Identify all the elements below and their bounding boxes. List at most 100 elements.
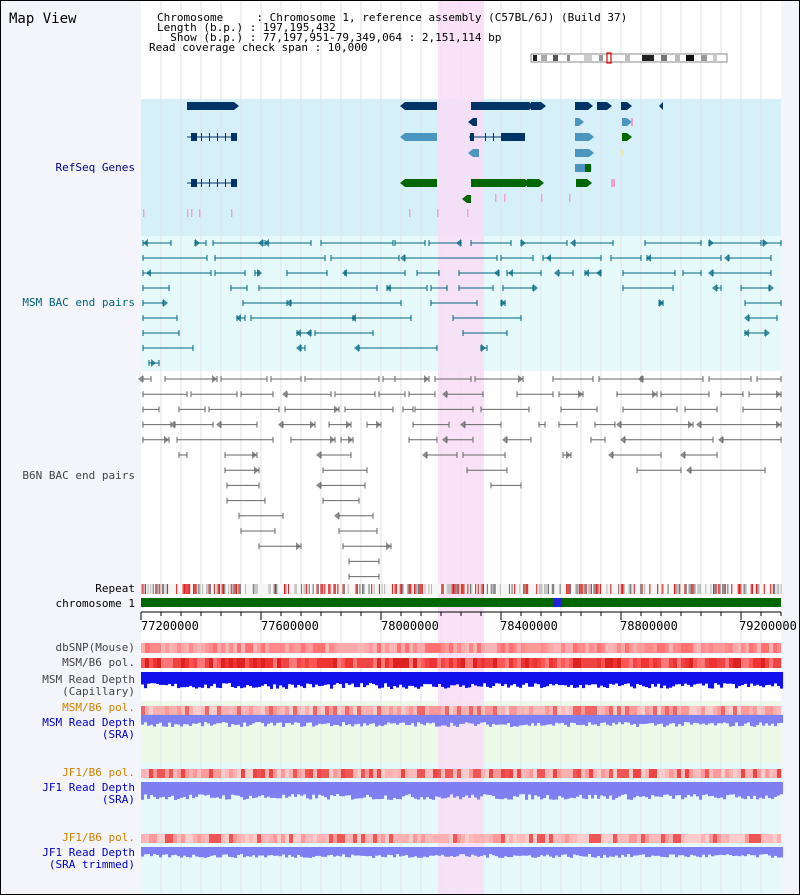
polymorphism-heat-cell xyxy=(241,706,246,715)
track-label-refseq-genes[interactable]: RefSeq Genes xyxy=(55,161,135,174)
repeat-element xyxy=(740,584,742,594)
read-depth-bar xyxy=(504,847,508,857)
read-depth-bar xyxy=(615,672,619,684)
polymorphism-heat-cell xyxy=(221,769,226,778)
repeat-element xyxy=(477,584,479,594)
read-depth-bar xyxy=(150,715,154,725)
polymorphism-heat-cell xyxy=(589,769,594,778)
polymorphism-heat-cell xyxy=(549,658,554,668)
polymorphism-heat-cell xyxy=(165,769,170,778)
read-depth-bar xyxy=(615,847,619,856)
track-label-chromosome[interactable]: chromosome 1 xyxy=(55,597,135,610)
polymorphism-heat-cell xyxy=(605,643,610,653)
read-depth-bar xyxy=(429,782,433,800)
read-depth-bar xyxy=(648,847,652,857)
read-depth-bar xyxy=(741,782,745,799)
polymorphism-heat-cell xyxy=(257,706,262,715)
polymorphism-heat-cell xyxy=(769,706,774,715)
read-depth-bar xyxy=(729,672,733,684)
polymorphism-heat-cell xyxy=(485,706,490,715)
polymorphism-heat-cell xyxy=(225,658,230,668)
polymorphism-heat-cell xyxy=(209,658,214,668)
read-depth-bar xyxy=(756,782,760,800)
read-depth-bar xyxy=(156,782,160,800)
axis-tick-label: 78400000 xyxy=(500,619,558,633)
repeat-element xyxy=(447,584,449,594)
polymorphism-heat-cell xyxy=(585,769,590,778)
polymorphism-heat-cell xyxy=(209,706,214,715)
polymorphism-heat-cell xyxy=(149,769,154,778)
read-depth-bar xyxy=(315,782,319,799)
repeat-element xyxy=(213,584,215,594)
polymorphism-heat-cell xyxy=(669,706,674,715)
track-label-msm-b6-pol[interactable]: MSM/B6 pol. xyxy=(62,656,135,669)
read-depth-bar xyxy=(171,672,175,687)
read-depth-bar xyxy=(207,847,211,858)
track-label-jf1-read-depth-sra-trimmed[interactable]: JF1 Read Depth (SRA trimmed) xyxy=(42,846,135,871)
track-label-jf1-b6-pol[interactable]: JF1/B6 pol. xyxy=(62,766,135,779)
polymorphism-heat-cell xyxy=(501,769,506,778)
read-depth-bar xyxy=(147,782,151,799)
read-depth-bar xyxy=(654,782,658,797)
polymorphism-heat-cell xyxy=(517,706,522,715)
polymorphism-heat-cell xyxy=(289,834,294,843)
repeat-element xyxy=(514,584,516,594)
track-label-msm-b6-pol-sra[interactable]: MSM/B6 pol. xyxy=(62,701,135,714)
repeat-element xyxy=(142,584,144,594)
track-label-msm-read-depth-capillary[interactable]: MSM Read Depth (Capillary) xyxy=(42,673,135,698)
polymorphism-heat-cell xyxy=(481,643,486,653)
read-depth-bar xyxy=(636,847,640,856)
read-depth-bar xyxy=(519,847,523,856)
read-depth-bar xyxy=(174,847,178,855)
repeat-element xyxy=(598,584,600,594)
read-depth-bar xyxy=(606,672,610,688)
track-label-jf1-read-depth-sra[interactable]: JF1 Read Depth (SRA) xyxy=(42,781,135,806)
repeat-element xyxy=(359,584,361,594)
polymorphism-heat-cell xyxy=(737,658,742,668)
read-depth-bar xyxy=(321,782,325,796)
track-label-msm-read-depth-sra[interactable]: MSM Read Depth (SRA) xyxy=(42,716,135,741)
polymorphism-heat-cell xyxy=(741,834,746,843)
polymorphism-heat-cell xyxy=(285,643,290,653)
read-depth-bar xyxy=(174,672,178,684)
read-depth-bar xyxy=(249,847,253,857)
bac-end-marker xyxy=(264,239,269,247)
polymorphism-heat-cell xyxy=(445,658,450,668)
read-depth-bar xyxy=(306,782,310,799)
repeat-element xyxy=(475,584,477,594)
track-label-msm-bac-end-pairs[interactable]: MSM BAC end pairs xyxy=(22,296,135,309)
track-label-dbsnp[interactable]: dbSNP(Mouse) xyxy=(55,641,135,654)
polymorphism-heat-cell xyxy=(321,769,326,778)
gene-exon xyxy=(231,133,237,141)
read-depth-bar xyxy=(498,715,502,725)
track-label-b6n-bac-end-pairs[interactable]: B6N BAC end pairs xyxy=(22,469,135,482)
read-depth-bar xyxy=(165,847,169,855)
polymorphism-heat-cell xyxy=(241,769,246,778)
repeat-element xyxy=(233,584,235,594)
read-depth-bar xyxy=(411,672,415,686)
read-depth-bar xyxy=(321,715,325,725)
read-depth-bar xyxy=(744,782,748,800)
read-depth-bar xyxy=(669,847,673,855)
read-depth-bar xyxy=(690,715,694,725)
gene-strand-arrow xyxy=(462,195,467,203)
read-depth-bar xyxy=(618,715,622,723)
gene-feature xyxy=(473,149,479,157)
read-depth-bar xyxy=(558,847,562,857)
read-depth-bar xyxy=(177,782,181,799)
track-label-repeat[interactable]: Repeat xyxy=(95,582,135,595)
read-depth-bar xyxy=(513,715,517,727)
polymorphism-heat-cell xyxy=(265,658,270,668)
polymorphism-heat-cell xyxy=(665,834,670,843)
bac-end-marker xyxy=(724,254,729,262)
polymorphism-heat-cell xyxy=(337,643,342,653)
polymorphism-heat-cell xyxy=(641,706,646,715)
polymorphism-heat-cell xyxy=(701,706,706,715)
polymorphism-heat-cell xyxy=(185,769,190,778)
read-depth-bar xyxy=(636,672,640,685)
gene-feature xyxy=(622,118,627,126)
polymorphism-heat-cell xyxy=(261,658,266,668)
polymorphism-heat-cell xyxy=(297,658,302,668)
track-label-jf1-b6-pol-trimmed[interactable]: JF1/B6 pol. xyxy=(62,831,135,844)
